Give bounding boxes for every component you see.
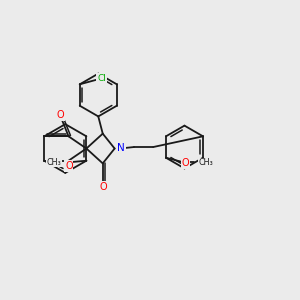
Text: O: O [182,158,189,168]
Text: Cl: Cl [97,74,106,83]
Text: N: N [117,143,125,153]
Text: CH₃: CH₃ [199,158,213,167]
Text: O: O [99,182,107,192]
Text: O: O [65,161,73,171]
Text: O: O [57,110,64,120]
Text: CH₃: CH₃ [47,158,62,167]
